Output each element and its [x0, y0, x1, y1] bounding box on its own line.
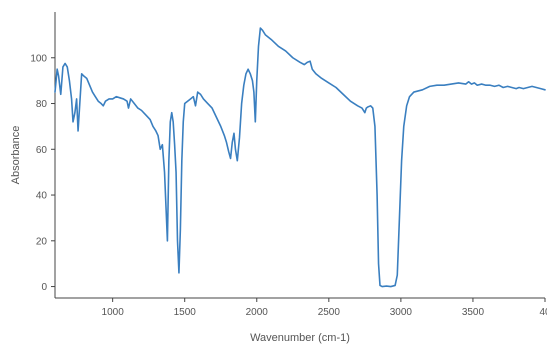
x-axis-ticks: 1000 1500 2000 2500 3000 3500 40 — [102, 298, 547, 318]
y-tick-label: 20 — [36, 236, 48, 247]
y-tick-label: 60 — [36, 145, 48, 156]
y-tick-label: 0 — [41, 282, 47, 293]
x-tick-label: 2500 — [318, 307, 341, 318]
x-tick-label: 1500 — [174, 307, 197, 318]
spectrum-line — [54, 27, 546, 288]
x-tick-label: 3500 — [462, 307, 485, 318]
x-tick-label: 1000 — [102, 307, 125, 318]
x-tick-label: 2000 — [246, 307, 269, 318]
y-tick-label: 40 — [36, 191, 48, 202]
x-tick-label: 3000 — [390, 307, 413, 318]
x-axis-label: Wavenumber (cm-1) — [250, 332, 350, 344]
series-layer — [54, 27, 546, 288]
x-tick-label: 40 — [539, 307, 547, 318]
y-axis-label: Absorbance — [10, 126, 22, 185]
y-tick-label: 100 — [30, 53, 47, 64]
y-tick-label: 80 — [36, 99, 48, 110]
y-axis-ticks: 0 20 40 60 80 100 — [30, 53, 55, 293]
axes — [54, 12, 545, 299]
